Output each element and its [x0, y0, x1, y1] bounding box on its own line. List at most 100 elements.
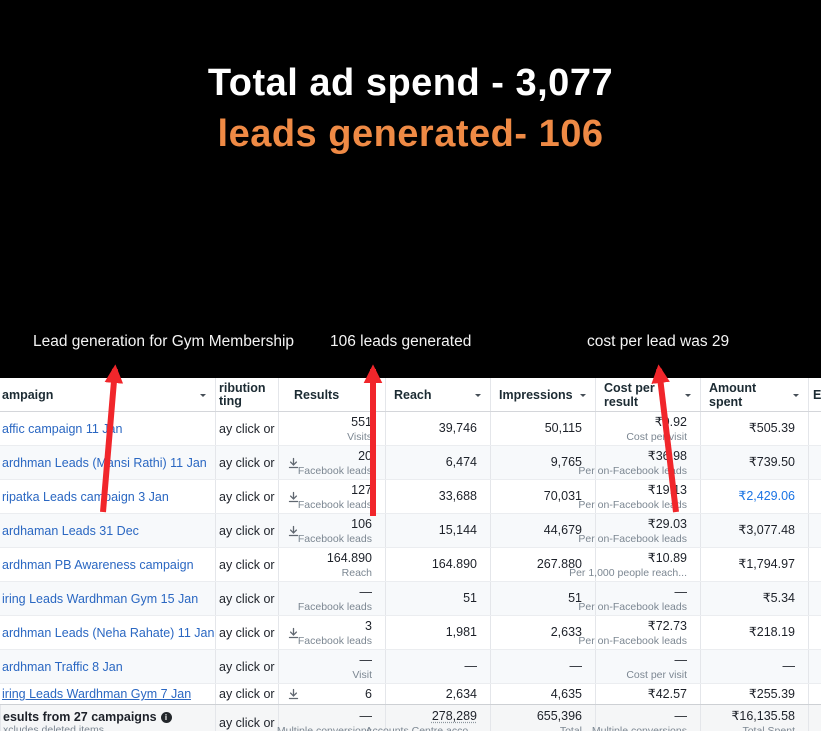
table-row: ardhman Leads (Mansi Rathi) 11 Jan ay cl… — [0, 445, 821, 479]
campaign-link[interactable]: ripatka Leads campaign 3 Jan — [2, 489, 169, 504]
sort-caret-icon[interactable] — [793, 393, 799, 400]
download-icon[interactable] — [288, 491, 299, 502]
column-header-campaign[interactable]: ampaign — [0, 378, 215, 411]
campaign-link[interactable]: ardhaman Leads 31 Dec — [2, 523, 139, 538]
impressions-cell: 70,031 — [490, 480, 595, 513]
campaign-cell: iring Leads Wardhman Gym 7 Jan — [0, 684, 215, 704]
campaign-link[interactable]: ardhman PB Awareness campaign — [2, 557, 194, 572]
reach-cell: 164.890 — [385, 548, 490, 581]
attribution-cell: ay click or ... — [215, 548, 278, 581]
table-row: ardhman Traffic 8 Jan ay click or ... — … — [0, 649, 821, 683]
impressions-cell: 267.880 — [490, 548, 595, 581]
campaign-cell: ardhman Leads (Neha Rahate) 11 Jan — [0, 616, 215, 649]
column-header-reach[interactable]: Reach — [385, 378, 490, 411]
amount-spent-cell: — — [700, 650, 808, 683]
impressions-cell: 9,765 — [490, 446, 595, 479]
amount-spent-cell: ₹1,794.97 — [700, 548, 808, 581]
attribution-cell: ay click or ... — [215, 446, 278, 479]
hero-banner: Total ad spend - 3,077 leads generated- … — [0, 58, 821, 160]
attribution-cell: ay click or ... — [215, 480, 278, 513]
results-cell: 127 Facebook leads — [278, 480, 385, 513]
ends-cell — [808, 548, 821, 581]
column-label: En — [813, 387, 821, 402]
column-label: ribution — [219, 380, 266, 395]
amount-spent-cell: ₹739.50 — [700, 446, 808, 479]
footer-spent-cell: ₹16,135.58 Total Spent — [700, 705, 808, 731]
table-header-row: ampaign ribution ting Results Reach Impr… — [0, 378, 821, 412]
reach-cell: — — [385, 650, 490, 683]
table-row: ardhaman Leads 31 Dec ay click or ... 10… — [0, 513, 821, 547]
download-icon[interactable] — [288, 525, 299, 536]
column-label: Cost per result — [604, 380, 655, 409]
download-icon[interactable] — [288, 688, 299, 700]
column-label: ting — [219, 393, 242, 408]
info-icon[interactable] — [160, 711, 172, 723]
column-header-attribution-setting[interactable]: ribution ting — [215, 378, 278, 411]
campaign-link[interactable]: ardhman Leads (Neha Rahate) 11 Jan — [2, 625, 215, 640]
cost-per-result-cell: ₹0.92 Cost per visit — [595, 412, 700, 445]
cost-per-result-cell: ₹42.57 — [595, 684, 700, 704]
cost-per-result-cell: ₹29.03 Per on-Facebook leads — [578, 514, 700, 547]
footer-summary-cell: esults from 27 campaigns xcludes deleted… — [0, 705, 215, 731]
sort-caret-icon[interactable] — [200, 393, 206, 400]
impressions-cell: 2,633 — [490, 616, 595, 649]
table-body: affic campaign 11 Jan ay click or ... 55… — [0, 412, 821, 704]
attribution-cell: ay click or ... — [215, 514, 278, 547]
reach-cell: 15,144 — [385, 514, 490, 547]
reach-cell: 39,746 — [385, 412, 490, 445]
campaign-link[interactable]: iring Leads Wardhman Gym 7 Jan — [2, 687, 192, 701]
campaign-link[interactable]: affic campaign 11 Jan — [2, 421, 123, 436]
sort-caret-icon[interactable] — [580, 393, 586, 400]
impressions-cell: — — [490, 650, 595, 683]
sort-caret-icon[interactable] — [685, 393, 691, 400]
annotation-lead-generation: Lead generation for Gym Membership — [33, 333, 295, 350]
impressions-cell: 4,635 — [490, 684, 595, 704]
campaign-cell: ripatka Leads campaign 3 Jan — [0, 480, 215, 513]
annotation-cost-per-lead: cost per lead was 29 — [587, 333, 730, 350]
column-label: Results — [294, 387, 340, 402]
column-header-results[interactable]: Results — [278, 378, 385, 411]
results-cell: — Visit — [278, 650, 385, 683]
cost-per-result-cell: ₹36.98 Per on-Facebook leads — [578, 446, 700, 479]
reach-cell: 33,688 — [385, 480, 490, 513]
footer-title: esults from 27 campaigns — [3, 710, 172, 724]
results-cell: 106 Facebook leads — [278, 514, 385, 547]
column-header-impressions[interactable]: Impressions — [490, 378, 595, 411]
amount-spent-cell: ₹218.19 — [700, 616, 808, 649]
campaign-cell: ardhman Traffic 8 Jan — [0, 650, 215, 683]
impressions-cell: 51 — [490, 582, 595, 615]
footer-attribution-cell: ay click or ... — [215, 705, 278, 731]
reach-cell: 1,981 — [385, 616, 490, 649]
reach-cell: 51 — [385, 582, 490, 615]
table-row: iring Leads Wardhman Gym 7 Jan ay click … — [0, 683, 821, 704]
column-label: Impressions — [499, 387, 573, 402]
annotation-leads-generated: 106 leads generated — [330, 333, 472, 350]
footer-title-text: esults from 27 campaigns — [3, 710, 157, 724]
column-header-amount-spent[interactable]: Amount spent — [700, 378, 808, 411]
column-label: ampaign — [2, 387, 54, 402]
ends-cell — [808, 650, 821, 683]
campaign-link[interactable]: ardhman Leads (Mansi Rathi) 11 Jan — [2, 455, 207, 470]
table-row: affic campaign 11 Jan ay click or ... 55… — [0, 412, 821, 445]
column-header-ends[interactable]: En — [808, 378, 821, 411]
campaign-link[interactable]: iring Leads Wardhman Gym 15 Jan — [2, 591, 199, 606]
cost-per-result-cell: ₹72.73 Per on-Facebook leads — [578, 616, 700, 649]
table-row: ripatka Leads campaign 3 Jan ay click or… — [0, 479, 821, 513]
column-header-cost-per-result[interactable]: Cost per result — [595, 378, 700, 411]
campaign-cell: affic campaign 11 Jan — [0, 412, 215, 445]
cost-per-result-cell: ₹19.13 Per on-Facebook leads — [578, 480, 700, 513]
cost-per-result-cell: — Per on-Facebook leads — [578, 582, 700, 615]
campaign-link[interactable]: ardhman Traffic 8 Jan — [2, 659, 123, 674]
download-icon[interactable] — [288, 457, 299, 468]
results-cell: 164.890 Reach — [278, 548, 385, 581]
download-icon[interactable] — [288, 627, 299, 638]
sort-caret-icon[interactable] — [370, 393, 376, 400]
attribution-cell: ay click or ... — [215, 684, 278, 704]
table-row: ardhman Leads (Neha Rahate) 11 Jan ay cl… — [0, 615, 821, 649]
cost-per-result-cell: — Cost per visit — [595, 650, 700, 683]
sort-caret-icon[interactable] — [475, 393, 481, 400]
amount-spent-cell: ₹3,077.48 — [700, 514, 808, 547]
table-row: ardhman PB Awareness campaign ay click o… — [0, 547, 821, 581]
hero-title: Total ad spend - 3,077 — [207, 62, 614, 104]
ads-manager-table: ampaign ribution ting Results Reach Impr… — [0, 378, 821, 731]
